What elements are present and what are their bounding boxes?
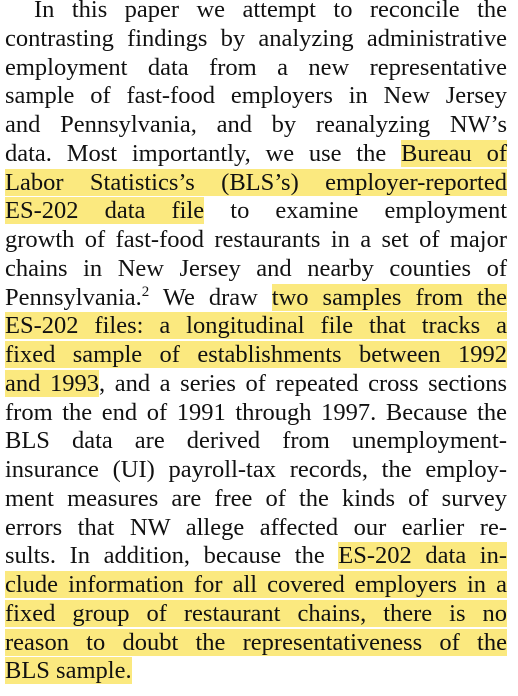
footnote-marker: 2	[141, 283, 150, 300]
highlighted-text: ES-202 data in-	[338, 542, 507, 570]
highlighted-text: and 1993	[5, 369, 99, 397]
highlighted-text: clude information for all covered employ…	[5, 571, 507, 598]
highlighted-text: BLS sample.	[5, 657, 132, 685]
text-line: Pennsylvania.2 We draw two samples from …	[5, 283, 507, 313]
next-line-fragment: ​	[0, 687, 518, 696]
text-line: BLS data are derived from unemployment-	[5, 427, 507, 456]
highlighted-text: Bureau of	[401, 139, 507, 167]
text-segment: to examine employment	[204, 197, 508, 225]
text-line: from the end of 1991 through 1997. Becau…	[5, 399, 507, 428]
text-segment: growth of fast-food restaurants in a set…	[5, 226, 507, 253]
text-segment: , and a series of repeated cross section…	[98, 369, 508, 397]
highlighted-text: two samples from the	[271, 283, 507, 311]
text-segment: from the end of 1991 through 1997. Becau…	[5, 398, 507, 426]
highlighted-text: fixed sample of establishments between 1…	[5, 341, 507, 368]
text-segment: errors that NW allege affected our earli…	[5, 513, 507, 541]
text-segment: BLS data are derived from unemployment-	[5, 427, 507, 455]
text-line: BLS sample.	[5, 657, 507, 686]
text-line: fixed sample of establishments between 1…	[5, 341, 507, 370]
text-segment: insurance (UI) payroll-tax records, the …	[5, 456, 507, 483]
text-segment: ment measures are free of the kinds of s…	[5, 484, 507, 512]
text-line: Labor Statistics’s (BLS’s) employer-repo…	[5, 168, 507, 198]
text-line: ment measures are free of the kinds of s…	[5, 485, 507, 514]
highlighted-text: ES-202 data file	[5, 197, 205, 225]
text-line: In this paper we attempt to reconcile th…	[34, 0, 507, 25]
text-segment: contrasting findings by analyzing admini…	[5, 24, 507, 52]
text-segment: and Pennsylvania, and by reanalyzing NW’…	[5, 111, 507, 138]
text-segment: In this paper we attempt to reconcile th…	[34, 0, 507, 23]
text-line: growth of fast-food restaurants in a set…	[5, 226, 507, 255]
text-segment: employment data from a new representativ…	[5, 53, 507, 81]
text-line: sample of fast-food employers in New Jer…	[5, 82, 507, 111]
text-segment: Pennsylvania.	[5, 283, 142, 311]
text-line: ES-202 data file to examine employment	[5, 197, 507, 226]
text-segment: data. Most importantly, we use the	[5, 139, 402, 167]
text-segment: sample of fast-food employers in New Jer…	[5, 82, 507, 110]
highlighted-text: Labor Statistics’s (BLS’s) employer-repo…	[5, 168, 507, 196]
highlighted-text: ES-202 files: a longitudinal file that t…	[5, 312, 507, 340]
highlighted-text: fixed group of restaurant chains, there …	[5, 599, 507, 627]
text-line: chains in New Jersey and nearby counties…	[5, 255, 507, 284]
text-segment: sults. In addition, because the	[5, 542, 339, 570]
text-line: ES-202 files: a longitudinal file that t…	[5, 312, 507, 341]
text-line: reason to doubt the representativeness o…	[5, 628, 507, 658]
text-segment: chains in New Jersey and nearby counties…	[5, 254, 507, 282]
text-line: employment data from a new representativ…	[5, 54, 507, 83]
text-line: errors that NW allege affected our earli…	[5, 514, 507, 543]
text-segment: We draw	[149, 283, 272, 311]
text-line: and Pennsylvania, and by reanalyzing NW’…	[5, 111, 507, 140]
highlighted-text: reason to doubt the representativeness o…	[5, 628, 507, 656]
text-line: clude information for all covered employ…	[5, 571, 507, 600]
text-line: contrasting findings by analyzing admini…	[5, 25, 507, 54]
text-line: insurance (UI) payroll-tax records, the …	[5, 456, 507, 485]
text-line: data. Most importantly, we use the Burea…	[5, 139, 507, 169]
text-line: sults. In addition, because the ES-202 d…	[5, 542, 507, 571]
text-line: fixed group of restaurant chains, there …	[5, 599, 507, 629]
text-line: and 1993, and a series of repeated cross…	[5, 369, 508, 399]
